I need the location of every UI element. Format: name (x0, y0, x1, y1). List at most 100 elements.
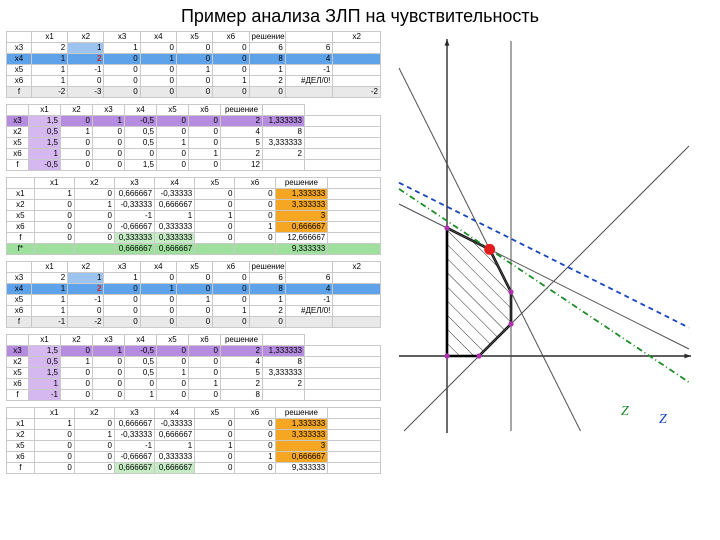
cell: 1 (31, 306, 67, 317)
cell: 0 (213, 87, 249, 98)
cell: 0 (93, 138, 125, 149)
col-header: решение (275, 178, 328, 189)
cell: -2 (333, 87, 381, 98)
cell: 0 (176, 87, 212, 98)
cell: 0 (235, 200, 275, 211)
cell: 1 (31, 65, 67, 76)
cell (333, 295, 381, 306)
cell: 0 (195, 452, 235, 463)
col-header: x4 (155, 408, 195, 419)
cell: 0 (34, 463, 74, 474)
cell: 0 (157, 160, 189, 171)
col-header (7, 178, 35, 189)
simplex-block: x1x2x3x4x5x6решениеx31,501-0,50021,33333… (6, 334, 381, 401)
cell: 0 (140, 273, 176, 284)
cell: 0 (189, 357, 221, 368)
col-header: x3 (93, 335, 125, 346)
cell: 2 (31, 273, 67, 284)
col-header: x5 (176, 262, 212, 273)
cell: 0 (195, 222, 235, 233)
cell: 0 (176, 273, 212, 284)
cell: 1 (157, 368, 189, 379)
cell: 1 (104, 43, 140, 54)
cell: -1 (68, 295, 104, 306)
cell: 0 (176, 306, 212, 317)
cell: 9,333333 (275, 244, 328, 255)
col-header: x1 (29, 105, 61, 116)
cell: 0 (140, 317, 176, 328)
col-header: решение (249, 262, 285, 273)
cell: 0 (34, 441, 74, 452)
cell: 0 (189, 160, 221, 171)
cell (328, 244, 381, 255)
col-header (7, 335, 29, 346)
cell (333, 65, 381, 76)
cell: 9,333333 (275, 463, 328, 474)
cell: -0,33333 (114, 430, 154, 441)
sensitivity-chart: ZZ (389, 31, 699, 480)
cell: -2 (68, 317, 104, 328)
cell: 1,333333 (263, 346, 305, 357)
simplex-block: x1x2x3x4x5x6решениеx1100,666667-0,333330… (6, 407, 381, 474)
col-header (285, 262, 333, 273)
cell: x1 (7, 189, 35, 200)
cell: -1 (114, 441, 154, 452)
cell: 2 (249, 76, 285, 87)
cell: 0 (176, 54, 212, 65)
cell: 1 (61, 127, 93, 138)
cell: x6 (7, 306, 32, 317)
cell (305, 368, 381, 379)
cell: 1 (68, 273, 104, 284)
cell: 0 (140, 306, 176, 317)
col-header: x1 (31, 262, 67, 273)
cell: 0 (125, 379, 157, 390)
cell: 1,5 (125, 160, 157, 171)
cell: 0 (74, 211, 114, 222)
cell (328, 233, 381, 244)
cell: 0 (140, 43, 176, 54)
cell: 0 (249, 317, 285, 328)
cell: 1,333333 (263, 116, 305, 127)
cell: -1 (29, 390, 61, 401)
cell: 0,666667 (155, 244, 195, 255)
cell: f (7, 317, 32, 328)
cell: 0,666667 (155, 200, 195, 211)
cell: 0 (213, 295, 249, 306)
cell: 1 (249, 295, 285, 306)
cell: 0 (195, 189, 235, 200)
cell: 0,5 (125, 138, 157, 149)
cell: 3 (275, 211, 328, 222)
cell: 2 (221, 149, 263, 160)
col-header: x4 (125, 105, 157, 116)
cell: 2 (249, 306, 285, 317)
cell: 2 (221, 116, 263, 127)
cell (328, 189, 381, 200)
cell: 0 (104, 284, 140, 295)
cell: 0 (68, 306, 104, 317)
col-header: x6 (213, 262, 249, 273)
cell: 0,666667 (114, 244, 154, 255)
col-header: x3 (104, 32, 140, 43)
cell: 0 (195, 419, 235, 430)
cell: x3 (7, 346, 29, 357)
cell: x5 (7, 65, 32, 76)
cell: 3,333333 (275, 200, 328, 211)
cell: 0,333333 (155, 452, 195, 463)
cell (328, 419, 381, 430)
col-header: x2 (74, 178, 114, 189)
cell (333, 306, 381, 317)
cell: x4 (7, 284, 32, 295)
cell: 2 (221, 379, 263, 390)
cell (333, 54, 381, 65)
cell: -1 (285, 295, 333, 306)
cell: x3 (7, 43, 32, 54)
cell: 1 (31, 295, 67, 306)
cell (328, 200, 381, 211)
col-header: решение (221, 335, 263, 346)
col-header: x2 (61, 105, 93, 116)
cell: -0,5 (125, 346, 157, 357)
col-header (7, 32, 32, 43)
cell: 1 (235, 452, 275, 463)
cell: x6 (7, 76, 32, 87)
cell: 0 (34, 430, 74, 441)
